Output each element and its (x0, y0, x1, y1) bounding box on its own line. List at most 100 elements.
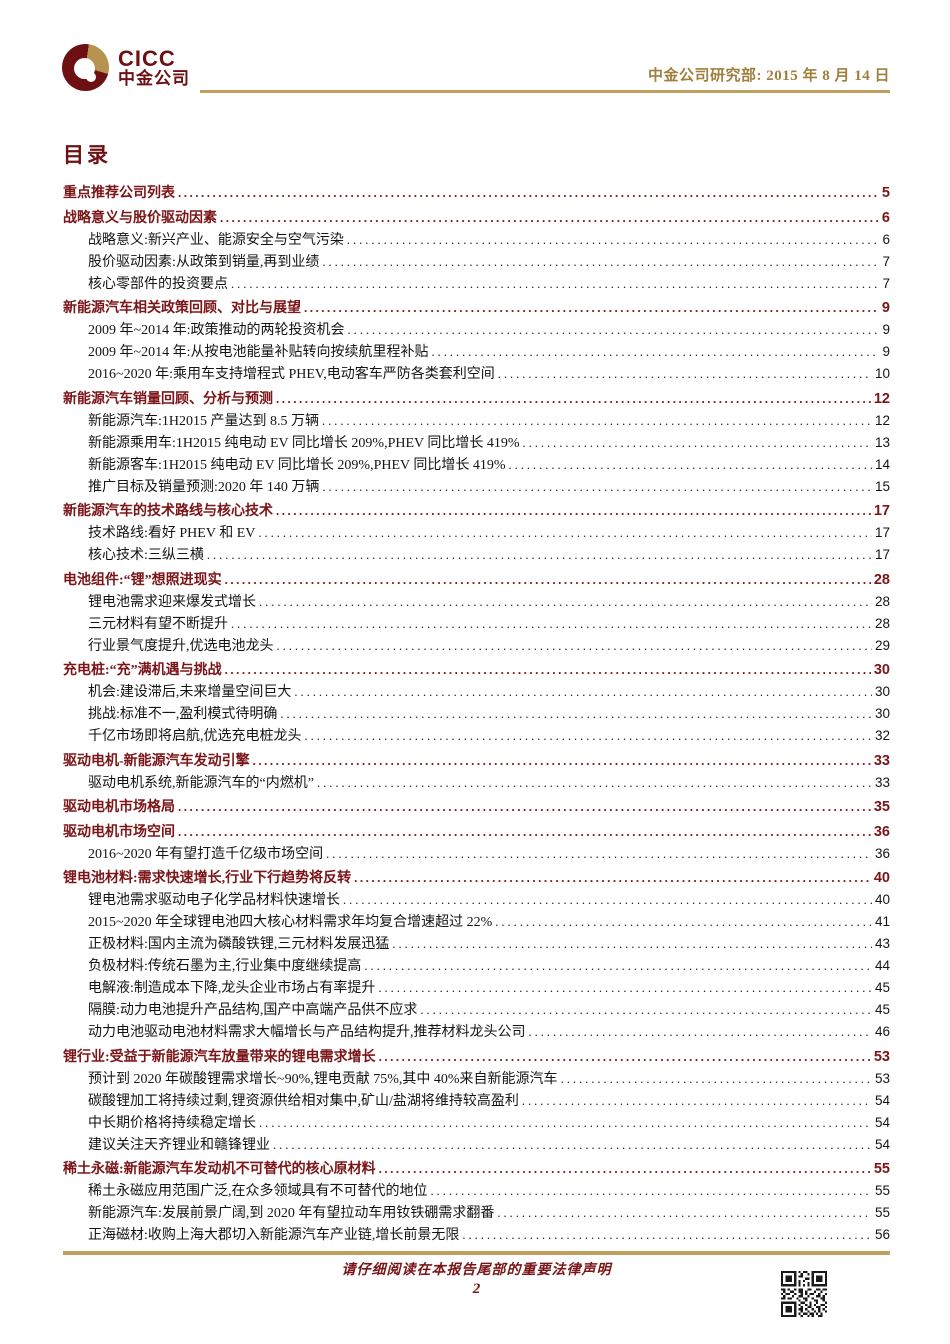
toc-entry[interactable]: 锂电池材料:需求快速增长,行业下行趋势将反转 .................… (63, 867, 890, 889)
toc-entry[interactable]: 推广目标及销量预测:2020 年 140 万辆 ................… (63, 476, 890, 498)
header-divider (200, 90, 890, 93)
toc-entry[interactable]: 正海磁材:收购上海大郡切入新能源汽车产业链,增长前景无限 ...........… (63, 1224, 890, 1246)
toc-entry[interactable]: 碳酸锂加工将持续过剩,锂资源供给相对集中,矿山/盐湖将维持较高盈利 ......… (63, 1090, 890, 1112)
toc-entry[interactable]: 新能源客车:1H2015 纯电动 EV 同比增长 209%,PHEV 同比增长 … (63, 454, 890, 476)
toc-entry[interactable]: 技术路线:看好 PHEV 和 EV ......................… (63, 522, 890, 544)
toc-leader-dots: ........................................… (259, 594, 872, 609)
toc-entry[interactable]: 驱动电机市场格局 ...............................… (63, 796, 890, 818)
toc-leader-dots: ........................................… (343, 893, 872, 907)
toc-entry-label: 技术路线:看好 PHEV 和 EV (88, 526, 256, 541)
toc-entry[interactable]: 新能源汽车:发展前景广阔,到 2020 年有望拉动车用钕铁硼需求翻番 .....… (63, 1202, 890, 1224)
toc-entry-page: 33 (874, 774, 890, 790)
toc-entry[interactable]: 锂电池需求迎来爆发式增长 ...........................… (63, 591, 890, 613)
toc-entry-page: 41 (874, 914, 890, 929)
toc-entry[interactable]: 预计到 2020 年碳酸锂需求增长~90%,锂电贡献 75%,其中 40%来自新… (63, 1068, 890, 1090)
toc-entry[interactable]: 新能源汽车销量回顾、分析与预测 ........................… (63, 388, 890, 410)
toc-leader-dots: ........................................… (431, 345, 880, 359)
toc-entry[interactable]: 行业景气度提升,优选电池龙头 .........................… (63, 635, 890, 657)
toc-entry[interactable]: 2016~2020 年有望打造千亿级市场空间 .................… (63, 843, 890, 865)
toc-entry-page: 7 (882, 253, 890, 269)
toc-entry[interactable]: 2009 年~2014 年:从按电池能量补贴转向按续航里程补贴 ........… (63, 341, 890, 363)
toc-entry-page: 40 (873, 870, 890, 886)
toc-entry-label: 驱动电机系统,新能源汽车的“内燃机” (88, 775, 314, 791)
toc-leader-dots: ........................................… (354, 870, 871, 885)
toc-leader-dots: ........................................… (316, 775, 872, 790)
toc-entry[interactable]: 核心零部件的投资要点 .............................… (63, 273, 890, 295)
toc-entry[interactable]: 充电桩:“充”满机遇与挑战 ..........................… (63, 659, 890, 681)
toc-entry-page: 54 (874, 1136, 890, 1152)
toc-entry-label: 锂电池需求迎来爆发式增长 (88, 594, 256, 610)
toc-entry[interactable]: 2015~2020 年全球锂电池四大核心材料需求年均复合增速超过 22% ...… (63, 911, 890, 933)
toc-entry-page: 35 (873, 799, 890, 815)
toc-list: 重点推荐公司列表 ...............................… (63, 182, 890, 1246)
toc-entry-page: 55 (874, 1183, 890, 1198)
toc-entry[interactable]: 正极材料:国内主流为磷酸铁锂,三元材料发展迅猛 ................… (63, 933, 890, 955)
toc-leader-dots: ........................................… (259, 1115, 872, 1130)
toc-entry-page: 32 (874, 728, 890, 743)
toc-entry[interactable]: 战略意义与股价驱动因素 ............................… (63, 207, 890, 229)
toc-entry[interactable]: 新能源汽车:1H2015 产量达到 8.5 万辆 ...............… (63, 410, 890, 432)
toc-entry-page: 53 (873, 1048, 890, 1065)
toc-entry[interactable]: 稀土永磁应用范围广泛,在众多领域具有不可替代的地位 ..............… (63, 1180, 890, 1202)
qr-code-icon (781, 1271, 827, 1317)
toc-entry[interactable]: 驱动电机-新能源汽车发动引擎 .........................… (63, 750, 890, 772)
toc-entry-label: 负极材料:传统石墨为主,行业集中度继续提高 (88, 959, 362, 974)
toc-entry[interactable]: 重点推荐公司列表 ...............................… (63, 182, 890, 204)
toc-entry-page: 30 (874, 684, 890, 699)
toc-entry[interactable]: 隔膜:动力电池提升产品结构,国产中高端产品供不应求 ..............… (63, 999, 890, 1021)
toc-entry[interactable]: 驱动电机市场空间 ...............................… (63, 821, 890, 843)
toc-entry-page: 55 (874, 1205, 890, 1220)
brand-name-cn: 中金公司 (118, 69, 190, 89)
toc-entry-page: 28 (873, 571, 890, 588)
toc-entry[interactable]: 挑战:标准不一,盈利模式待明确 ........................… (63, 703, 890, 725)
toc-entry[interactable]: 建议关注天齐锂业和赣锋锂业 ..........................… (63, 1134, 890, 1156)
toc-entry[interactable]: 负极材料:传统石墨为主,行业集中度继续提高 ..................… (63, 955, 890, 977)
toc-leader-dots: ........................................… (378, 1161, 871, 1176)
toc-entry[interactable]: 电池组件:“锂”想照进现实 ..........................… (63, 569, 890, 591)
toc-entry[interactable]: 稀土永磁:新能源汽车发动机不可替代的核心原材料 ................… (63, 1158, 890, 1180)
toc-entry[interactable]: 2016~2020 年:乘用车支持增程式 PHEV,电动客车严防各类套利空间 .… (63, 363, 890, 385)
toc-entry-label: 电池组件:“锂”想照进现实 (63, 572, 222, 588)
toc-entry[interactable]: 新能源乘用车:1H2015 纯电动 EV 同比增长 209%,PHEV 同比增长… (63, 432, 890, 454)
toc-leader-dots: ........................................… (206, 548, 872, 562)
toc-entry-page: 9 (882, 322, 890, 337)
toc-entry[interactable]: 中长期价格将持续稳定增长 ...........................… (63, 1112, 890, 1134)
toc-entry-page: 5 (881, 185, 890, 201)
toc-entry[interactable]: 锂行业:受益于新能源汽车放量带来的锂电需求增长 ................… (63, 1046, 890, 1068)
toc-leader-dots: ........................................… (560, 1071, 872, 1086)
toc-entry-label: 建议关注天齐锂业和赣锋锂业 (88, 1137, 270, 1153)
toc-entry[interactable]: 驱动电机系统,新能源汽车的“内燃机” .....................… (63, 772, 890, 794)
toc-entry-label: 核心零部件的投资要点 (88, 276, 228, 292)
toc-entry[interactable]: 核心技术:三纵三横 ..............................… (63, 544, 890, 566)
toc-entry[interactable]: 新能源汽车的技术路线与核心技术 ........................… (63, 500, 890, 522)
toc-entry-label: 稀土永磁:新能源汽车发动机不可替代的核心原材料 (63, 1162, 376, 1177)
toc-leader-dots: ........................................… (430, 1184, 872, 1198)
legal-disclaimer: 请仔细阅读在本报告尾部的重要法律声明 (341, 1263, 612, 1278)
cicc-logo-wordmark: CICC 中金公司 (118, 47, 190, 88)
toc-entry-page: 36 (873, 823, 890, 840)
toc-entry-label: 新能源汽车:发展前景广阔,到 2020 年有望拉动车用钕铁硼需求翻番 (88, 1206, 495, 1221)
toc-entry[interactable]: 机会:建设滞后,未来增量空间巨大 .......................… (63, 681, 890, 703)
toc-entry[interactable]: 战略意义:新兴产业、能源安全与空气污染 ....................… (63, 229, 890, 251)
toc-leader-dots: ........................................… (273, 1137, 872, 1152)
toc-leader-dots: ........................................… (276, 390, 871, 406)
toc-entry[interactable]: 三元材料有望不断提升 .............................… (63, 613, 890, 635)
toc-entry-page: 17 (874, 547, 890, 562)
toc-entry[interactable]: 新能源汽车相关政策回顾、对比与展望 ......................… (63, 297, 890, 319)
toc-entry[interactable]: 股价驱动因素:从政策到销量,再到业绩 .....................… (63, 251, 890, 273)
toc-entry[interactable]: 2009 年~2014 年:政策推动的两轮投资机会 ..............… (63, 319, 890, 341)
toc-entry-label: 驱动电机市场空间 (63, 824, 175, 840)
toc-entry-page: 13 (874, 434, 890, 450)
toc-entry-page: 46 (874, 1024, 890, 1039)
toc-entry[interactable]: 动力电池驱动电池材料需求大幅增长与产品结构提升,推荐材料龙头公司 .......… (63, 1021, 890, 1043)
toc-entry[interactable]: 电解液:制造成本下降,龙头企业市场占有率提升 .................… (63, 977, 890, 999)
toc-entry-label: 推广目标及销量预测:2020 年 140 万辆 (88, 479, 320, 495)
toc-entry-label: 正海磁材:收购上海大郡切入新能源汽车产业链,增长前景无限 (88, 1228, 460, 1243)
toc-entry-page: 7 (882, 275, 890, 291)
research-department-date: 中金公司研究部: 2015 年 8 月 14 日 (648, 68, 890, 84)
toc-entry-page: 43 (874, 936, 890, 951)
toc-leader-dots: ........................................… (392, 937, 872, 951)
toc-entry[interactable]: 千亿市场即将启航,优选充电桩龙头 .......................… (63, 725, 890, 747)
toc-entry-label: 新能源客车:1H2015 纯电动 EV 同比增长 209%,PHEV 同比增长 … (88, 457, 506, 473)
toc-entry[interactable]: 锂电池需求驱动电子化学品材料快速增长 .....................… (63, 889, 890, 911)
